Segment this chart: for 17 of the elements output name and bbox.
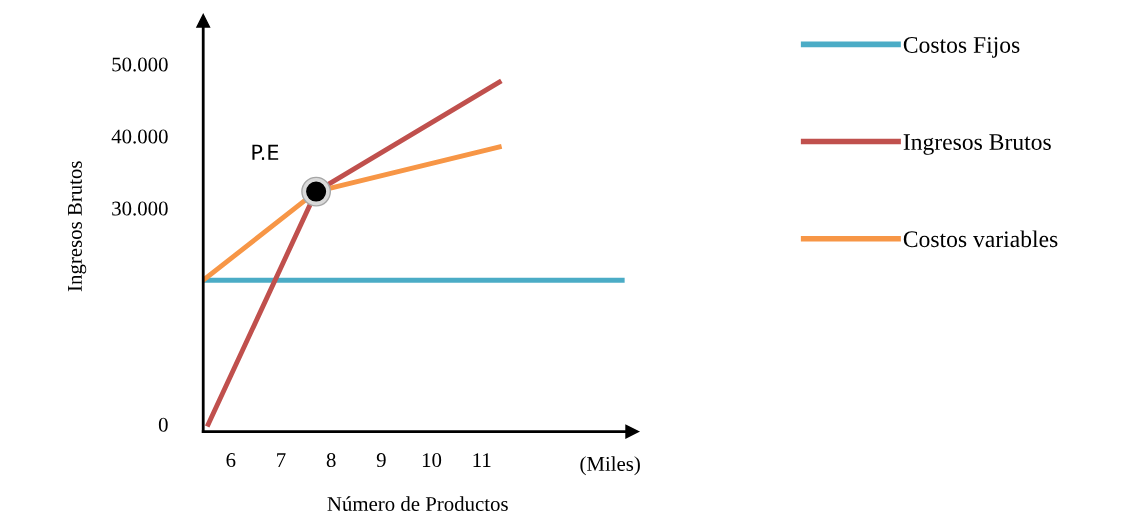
x-tick-label: 11 [473, 453, 491, 467]
legend-label: Costos Fijos [903, 37, 1020, 58]
y-axis-title: Ingresos Brutos [68, 161, 87, 292]
x-tick-label: 6 [226, 453, 236, 468]
text: (Miles) [580, 456, 640, 476]
x-tick-label: 10 [422, 453, 442, 468]
y-tick-label: 0 [158, 417, 168, 432]
legend-label: Costos variables [903, 230, 1058, 248]
x-axis-title: Número de Productos [327, 496, 508, 511]
y-tick-label: 40.000 [111, 129, 168, 144]
x-tick-label: 7 [277, 453, 286, 467]
y-tick-label: 50.000 [112, 57, 168, 72]
y-tick-label: 30.000 [112, 201, 168, 216]
legend-label: Ingresos Brutos [903, 134, 1051, 155]
x-tick-label: 9 [376, 453, 386, 468]
annotation: P.E [252, 144, 279, 160]
x-tick-label: 8 [326, 453, 336, 468]
